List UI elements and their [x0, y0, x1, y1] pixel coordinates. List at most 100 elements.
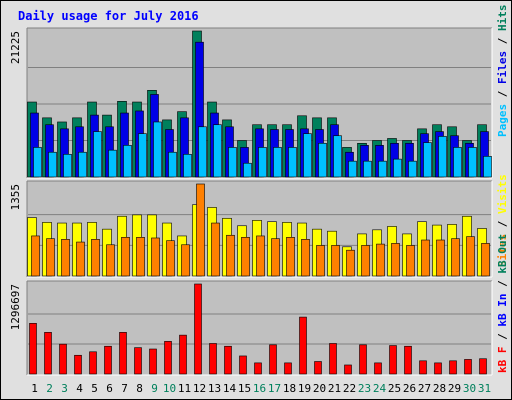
kbf-bar — [449, 360, 457, 375]
x-tick-label: 13 — [208, 382, 221, 395]
pages-bar — [393, 158, 402, 178]
pages-bar — [213, 124, 222, 178]
x-tick-label: 15 — [238, 382, 251, 395]
kbf-bar — [389, 345, 397, 375]
legend-sites: Sites — [496, 234, 509, 267]
kbf-bar — [359, 344, 367, 375]
x-tick-label: 23 — [358, 382, 371, 395]
sites-bar — [451, 238, 460, 277]
kbf-bar — [104, 345, 112, 375]
sites-bar — [331, 245, 340, 277]
y-max-label: 1296697 — [9, 284, 22, 330]
legend-files: Files — [496, 51, 509, 84]
sites-bar — [271, 238, 280, 277]
pages-bar — [318, 142, 327, 178]
sites-bar — [196, 183, 205, 277]
sites-bar — [46, 238, 55, 277]
x-tick-label: 22 — [343, 382, 356, 395]
sites-bar — [76, 241, 85, 277]
pages-bar — [363, 160, 372, 178]
sites-bar — [136, 236, 145, 277]
sites-bar — [361, 245, 370, 277]
kbf-bar — [434, 362, 442, 375]
kbf-bar — [419, 360, 427, 375]
kbf-bar — [59, 343, 67, 375]
kbf-bar — [149, 348, 157, 375]
sites-bar — [241, 236, 250, 277]
kbf-bar — [179, 334, 187, 375]
pages-bar — [228, 147, 237, 178]
sites-bar — [166, 240, 175, 277]
x-tick-label: 18 — [283, 382, 296, 395]
x-tick-label: 1 — [31, 382, 38, 395]
pages-bar — [198, 126, 207, 178]
kbf-bar — [74, 354, 82, 375]
x-tick-label: 29 — [448, 382, 461, 395]
y-max-label: 21225 — [9, 31, 22, 64]
legend-sep: / — [496, 31, 509, 51]
sites-bar — [121, 236, 130, 277]
legend-sep: / — [496, 214, 509, 234]
x-tick-label: 6 — [106, 382, 113, 395]
legend-sep: / — [496, 327, 509, 347]
pages-bar — [483, 156, 492, 178]
sites-bar — [301, 239, 310, 277]
kbf-bar — [284, 362, 292, 375]
x-tick-label: 24 — [373, 382, 387, 395]
sites-bar — [406, 245, 415, 277]
pages-bar — [273, 147, 282, 178]
sites-bar — [286, 236, 295, 277]
legend-visits: Visits — [496, 174, 509, 214]
kbf-bar — [404, 345, 412, 375]
sites-bar — [91, 239, 100, 277]
kbf-bar — [254, 362, 262, 375]
pages-bar — [258, 147, 267, 178]
kbf-bar — [239, 355, 247, 375]
pages-bar — [168, 151, 177, 178]
pages-bar — [408, 160, 417, 178]
pages-bar — [348, 160, 357, 178]
kbf-bar — [89, 351, 97, 375]
pages-bar — [378, 160, 387, 178]
pages-bar — [333, 135, 342, 178]
sites-bar — [346, 249, 355, 277]
pages-bar — [33, 147, 42, 178]
x-tick-label: 17 — [268, 382, 281, 395]
pages-bar — [183, 154, 192, 178]
sites-bar — [376, 243, 385, 277]
legend-kbf: kB F — [496, 347, 509, 374]
chart-title: Daily usage for July 2016 — [18, 9, 199, 23]
x-tick-label: 31 — [478, 382, 491, 395]
legend-sep: / — [496, 274, 509, 294]
sites-bar — [466, 236, 475, 277]
x-tick-label: 30 — [463, 382, 476, 395]
x-tick-label: 9 — [151, 382, 158, 395]
pages-bar — [423, 142, 432, 178]
kbf-bar — [29, 323, 37, 375]
legend-kbin: kB In — [496, 294, 509, 327]
pages-bar — [153, 121, 162, 178]
sites-bar — [151, 237, 160, 277]
legend: Pages / Files / Hits — [496, 5, 509, 138]
sites-bar — [436, 239, 445, 277]
sites-bar — [421, 239, 430, 277]
legend-pages: Pages — [496, 104, 509, 137]
legend-hits: Hits — [496, 5, 509, 32]
sites-bar — [391, 243, 400, 277]
kbf-bar — [134, 347, 142, 375]
kbf-bar — [44, 332, 52, 375]
kbf-bar — [194, 283, 202, 375]
pages-bar — [93, 131, 102, 178]
x-tick-label: 21 — [328, 382, 341, 395]
pages-bar — [108, 149, 117, 178]
legend: kB F / kB In / kB Out — [496, 234, 509, 373]
kbf-bar — [329, 343, 337, 375]
x-tick-label: 4 — [76, 382, 83, 395]
pages-bar — [63, 154, 72, 178]
sites-bar — [481, 243, 490, 277]
pages-bar — [78, 151, 87, 178]
x-tick-label: 7 — [121, 382, 128, 395]
x-tick-label: 5 — [91, 382, 98, 395]
sites-bar — [181, 244, 190, 277]
